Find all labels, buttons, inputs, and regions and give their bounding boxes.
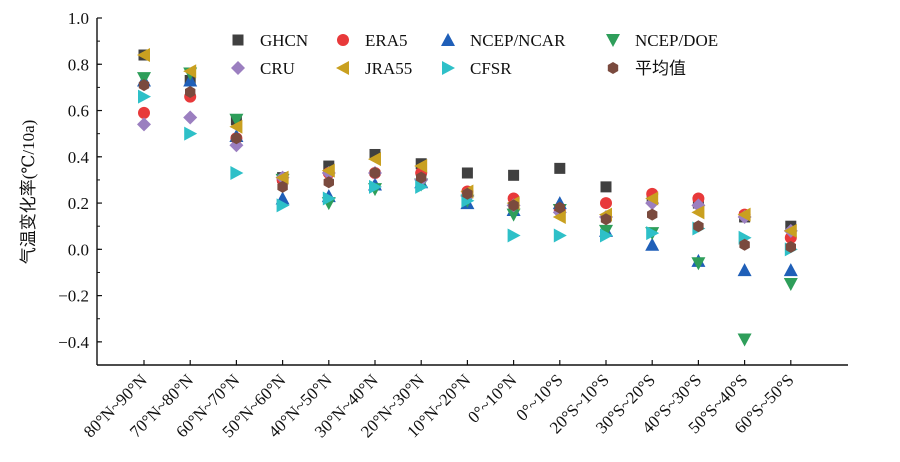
data-point bbox=[554, 162, 566, 174]
data-point bbox=[414, 159, 428, 174]
legend-marker bbox=[441, 33, 455, 46]
data-point bbox=[138, 106, 150, 119]
legend-label: NCEP/DOE bbox=[635, 31, 718, 50]
data-point bbox=[600, 228, 613, 243]
data-point bbox=[230, 165, 244, 180]
data-point bbox=[600, 213, 612, 226]
data-point bbox=[506, 208, 521, 222]
data-point bbox=[229, 119, 243, 134]
data-point bbox=[138, 89, 151, 104]
data-point bbox=[600, 197, 612, 210]
legend-label: CFSR bbox=[470, 59, 512, 78]
legend-label: GHCN bbox=[260, 31, 308, 50]
data-point bbox=[554, 201, 565, 214]
data-point bbox=[783, 263, 798, 277]
data-point bbox=[600, 181, 612, 193]
data-point bbox=[323, 176, 334, 189]
data-point bbox=[137, 48, 150, 63]
series-7 bbox=[138, 79, 796, 254]
data-point bbox=[645, 237, 660, 251]
y-tick-label: −0.2 bbox=[58, 287, 89, 306]
data-point bbox=[739, 238, 750, 251]
data-point bbox=[322, 191, 336, 206]
legend-marker bbox=[607, 62, 619, 74]
y-tick-label: 0.2 bbox=[68, 194, 89, 213]
data-point bbox=[508, 199, 519, 212]
y-axis-label: 气温变化率(℃/10a) bbox=[19, 120, 38, 265]
y-tick-label: 1.0 bbox=[68, 9, 89, 28]
data-point bbox=[369, 166, 381, 179]
data-point bbox=[184, 126, 198, 141]
data-point bbox=[276, 198, 290, 213]
data-point bbox=[183, 110, 198, 125]
data-point bbox=[321, 163, 335, 178]
data-point bbox=[415, 179, 429, 194]
y-ticks: 1.0 0.8 0.6 0.4 0.2 0.0 −0.2 −0.4 bbox=[58, 9, 102, 366]
legend-marker bbox=[337, 34, 349, 46]
data-point bbox=[183, 64, 197, 79]
data-point bbox=[737, 263, 752, 277]
x-tick-label: 0°~10°N bbox=[464, 370, 520, 426]
data-point bbox=[507, 228, 521, 243]
data-point bbox=[231, 132, 242, 145]
legend-label: JRA55 bbox=[365, 59, 412, 78]
legend-marker bbox=[606, 34, 620, 47]
data-point bbox=[553, 228, 567, 243]
legend-label: CRU bbox=[260, 59, 295, 78]
data-point bbox=[599, 224, 613, 238]
data-point bbox=[137, 72, 151, 86]
data-point bbox=[647, 208, 658, 221]
data-point bbox=[508, 169, 520, 181]
y-tick-label: 0.0 bbox=[68, 240, 89, 259]
data-point bbox=[461, 167, 473, 179]
data-point bbox=[275, 170, 289, 185]
data-point bbox=[369, 148, 381, 160]
y-tick-label: −0.4 bbox=[58, 333, 89, 352]
data-point bbox=[462, 187, 473, 200]
data-point bbox=[368, 152, 381, 167]
data-point bbox=[369, 179, 382, 194]
data-point bbox=[785, 241, 796, 254]
legend-marker bbox=[442, 61, 455, 75]
data-point bbox=[416, 171, 427, 184]
data-point bbox=[229, 113, 244, 127]
legend-label: NCEP/NCAR bbox=[470, 31, 566, 50]
y-tick-label: 0.6 bbox=[68, 102, 89, 121]
data-point bbox=[645, 191, 659, 206]
legend-marker bbox=[232, 34, 244, 46]
data-point bbox=[137, 117, 151, 132]
data-point bbox=[646, 226, 660, 241]
legend-marker bbox=[231, 61, 245, 75]
legend-label: 平均值 bbox=[635, 59, 686, 78]
data-point bbox=[783, 278, 798, 292]
data-point bbox=[138, 79, 150, 92]
data-point bbox=[691, 205, 705, 220]
axes bbox=[96, 18, 848, 366]
data-point bbox=[737, 333, 752, 347]
data-point bbox=[185, 86, 196, 99]
y-tick-label: 0.4 bbox=[68, 148, 90, 167]
data-point bbox=[552, 209, 566, 224]
legend-marker bbox=[336, 61, 349, 75]
series-5 bbox=[137, 48, 797, 238]
y-tick-label: 0.8 bbox=[68, 55, 89, 74]
x-ticks: 80°N~90°N70°N~80°N60°N~70°N50°N~60°N40°N… bbox=[80, 360, 798, 441]
legend-label: ERA5 bbox=[365, 31, 408, 50]
data-point bbox=[783, 223, 797, 238]
data-point bbox=[691, 257, 706, 271]
data-point bbox=[737, 207, 751, 222]
legend: GHCN ERA5 NCEP/NCAR NCEP/DOE CRU JRA55 CFSR 平均值 bbox=[231, 31, 718, 78]
data-point bbox=[277, 180, 288, 193]
data-points bbox=[137, 48, 798, 347]
data-point bbox=[693, 220, 704, 233]
